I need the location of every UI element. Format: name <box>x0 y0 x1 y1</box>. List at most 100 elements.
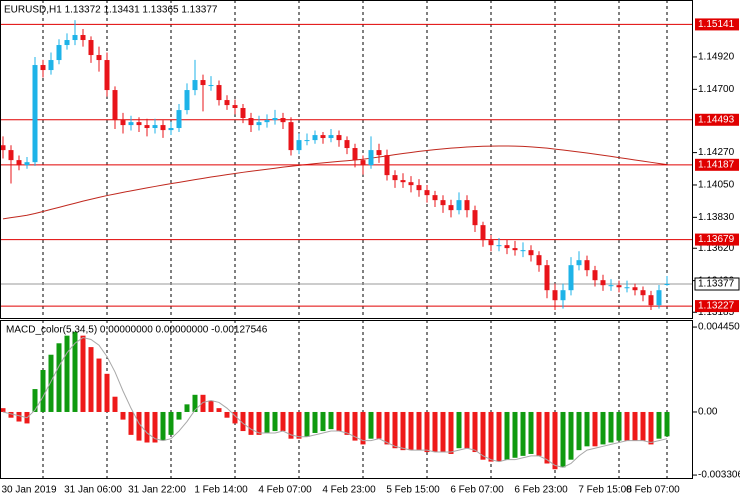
macd-bar <box>256 411 262 435</box>
macd-bar <box>456 411 462 449</box>
candle-body <box>88 40 94 56</box>
x-tick-label: 31 Jan 06:00 <box>64 485 122 496</box>
candle-body <box>432 195 438 201</box>
candle-body <box>448 205 454 211</box>
candle-body <box>56 45 62 61</box>
candle-body <box>608 285 614 287</box>
macd-bar <box>152 411 158 443</box>
candle-body <box>152 125 158 129</box>
candle-body <box>496 245 502 247</box>
macd-bar <box>496 411 502 462</box>
signal-line <box>2 337 668 468</box>
macd-bar <box>16 411 22 422</box>
candle-body <box>640 290 646 296</box>
candle-body <box>112 90 118 121</box>
candle-body <box>320 135 326 139</box>
macd-bar <box>296 411 302 439</box>
macd-bar <box>368 411 374 439</box>
macd-bar <box>360 411 366 445</box>
macd-bar <box>624 411 630 441</box>
candle-body <box>24 162 30 166</box>
macd-bar <box>544 411 550 464</box>
macd-bar <box>264 411 270 433</box>
macd-bar <box>232 411 238 424</box>
macd-bar <box>136 411 142 441</box>
candle-body <box>200 80 206 86</box>
macd-bar <box>648 411 654 445</box>
candle-body <box>656 290 662 306</box>
y-tick-label: 1.14050 <box>698 180 735 191</box>
x-tick-label: 31 Jan 22:00 <box>128 485 186 496</box>
candle-body <box>536 255 542 266</box>
x-tick-label: 30 Jan 2019 <box>1 485 56 496</box>
macd-bar <box>88 347 94 412</box>
candle-body <box>560 290 566 301</box>
candle-body <box>552 290 558 301</box>
macd-panel-frame <box>0 320 693 479</box>
level-label: 1.14187 <box>698 159 735 170</box>
macd-bar <box>448 411 454 454</box>
candle-body <box>472 210 478 226</box>
macd-bar <box>8 411 14 418</box>
macd-bar <box>0 408 6 412</box>
candle-body <box>592 270 598 281</box>
candle-body <box>256 122 262 126</box>
y-tick-label: 1.13620 <box>698 243 735 254</box>
macd-bar <box>472 411 478 453</box>
macd-bar <box>584 411 590 447</box>
candle-body <box>488 240 494 246</box>
macd-bar <box>320 411 326 432</box>
candle-body <box>632 287 638 291</box>
macd-bar <box>288 411 294 439</box>
level-label-bg <box>695 158 739 171</box>
macd-bar <box>608 411 614 443</box>
candle-body <box>480 225 486 241</box>
macd-bar <box>600 411 606 445</box>
macd-bar <box>72 331 78 412</box>
candle-body <box>416 185 422 191</box>
macd-bar <box>504 411 510 460</box>
candle-body <box>664 284 670 286</box>
candle-body <box>80 35 86 41</box>
y-tick-label: -0.003306 <box>698 470 740 481</box>
candle-body <box>224 100 230 106</box>
candle-body <box>528 250 534 256</box>
candle-body <box>0 145 6 151</box>
candle-body <box>144 125 150 129</box>
candle-body <box>400 180 406 183</box>
macd-bar <box>208 400 214 412</box>
label-layer: EURUSD,H1 1.13372 1.13431 1.13365 1.1337… <box>1 5 740 496</box>
level-label-bg <box>695 18 739 31</box>
x-tick-label: 8 Feb 07:00 <box>626 485 680 496</box>
macd-bar <box>56 343 62 412</box>
candle-body <box>168 128 174 131</box>
candle-body <box>456 200 462 211</box>
macd-bar <box>576 411 582 451</box>
macd-bar <box>224 411 230 418</box>
level-label-bg <box>695 113 739 126</box>
candle-body <box>288 122 294 151</box>
candle-body <box>248 118 254 126</box>
candle-body <box>8 150 14 161</box>
x-tick-label: 1 Feb 14:00 <box>194 485 248 496</box>
current-price-label-bg <box>694 277 740 291</box>
candle-body <box>96 55 102 61</box>
x-tick-label: 4 Feb 07:00 <box>258 485 312 496</box>
candle-body <box>376 150 382 156</box>
y-tick-label: 0.0044501 <box>698 322 740 333</box>
macd-bar <box>416 411 422 451</box>
macd-bar <box>552 411 558 470</box>
macd-bar <box>512 411 518 458</box>
macd-bar <box>352 411 358 441</box>
macd-bar <box>408 411 414 451</box>
macd-bar <box>96 358 102 412</box>
y-tick-label: 1.14270 <box>698 147 735 158</box>
candle-body <box>328 135 334 139</box>
macd-bar <box>104 373 110 412</box>
macd-bar <box>656 411 662 439</box>
macd-bar <box>664 411 670 437</box>
candle-body <box>648 295 654 306</box>
current-price-label: 1.13377 <box>698 279 735 290</box>
candle-body <box>616 285 622 288</box>
candle-body <box>624 287 630 289</box>
